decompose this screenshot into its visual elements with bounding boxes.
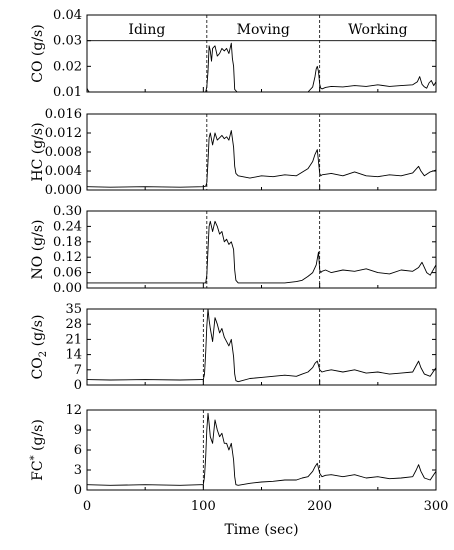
series-line bbox=[87, 220, 437, 284]
y-tick-label: 0.12 bbox=[53, 250, 82, 265]
x-tick-label: 0 bbox=[83, 499, 91, 514]
y-tick-label: 0.01 bbox=[53, 85, 82, 100]
panel-1: 0.01 0.02 0.03 0.04 CO (g/s) Iding Moving Worki… bbox=[30, 8, 437, 100]
phase-label-working: Working bbox=[348, 22, 408, 38]
plot-frame bbox=[86, 210, 437, 289]
y-tick-label: 12 bbox=[65, 403, 82, 418]
y-tick-label: 9 bbox=[74, 423, 82, 438]
series-line bbox=[86, 412, 437, 486]
y-tick-label: 14 bbox=[65, 348, 82, 363]
y-tick-label: 0.016 bbox=[45, 107, 82, 122]
y-tick-label: 0.30 bbox=[53, 204, 82, 219]
y-tick-label: 0.18 bbox=[53, 235, 82, 250]
plot-frame bbox=[86, 113, 437, 191]
panel-5: 0 3 6 9 12 FC* (g/s) 0 100 200 300 Time (sec) bbox=[29, 403, 448, 538]
series-line bbox=[86, 130, 437, 188]
plot-frame bbox=[86, 308, 437, 386]
x-tick-label: 300 bbox=[424, 499, 449, 514]
y-tick-label: 6 bbox=[74, 443, 82, 458]
y-axis-label: FC* (g/s) bbox=[29, 419, 46, 481]
panel-3: 0.000.060.120.180.240.30 NO (g/s) bbox=[30, 204, 437, 296]
y-tick-label: 0.00 bbox=[53, 281, 82, 296]
series-line bbox=[86, 308, 437, 383]
y-tick-label: 0 bbox=[74, 483, 82, 498]
y-tick-label: 28 bbox=[65, 317, 82, 332]
y-tick-label: 7 bbox=[74, 363, 82, 378]
y-tick-label: 0.03 bbox=[53, 34, 82, 49]
y-tick-label: 0.008 bbox=[45, 145, 82, 160]
y-tick-label: 3 bbox=[74, 463, 82, 478]
x-axis-label: Time (sec) bbox=[224, 522, 298, 538]
series-line bbox=[86, 42, 437, 93]
y-axis-label: CO (g/s) bbox=[30, 24, 46, 82]
x-tick-label: 200 bbox=[307, 499, 332, 514]
y-tick-label: 0.004 bbox=[45, 164, 82, 179]
y-tick-label: 0.06 bbox=[53, 266, 82, 281]
phase-label-iding: Iding bbox=[128, 22, 165, 38]
y-axis-label: CO2 (g/s) bbox=[30, 315, 49, 380]
x-tick-label: 100 bbox=[191, 499, 216, 514]
y-tick-label: 0.02 bbox=[53, 59, 82, 74]
y-tick-label: 0.24 bbox=[53, 219, 82, 234]
phase-label-moving: Moving bbox=[237, 22, 290, 38]
y-tick-label: 35 bbox=[65, 302, 82, 317]
y-tick-label: 0.000 bbox=[45, 183, 82, 198]
y-tick-label: 21 bbox=[65, 332, 82, 347]
y-axis-label: HC (g/s) bbox=[30, 122, 46, 181]
y-tick-label: 0.04 bbox=[53, 8, 82, 23]
y-axis-label: NO (g/s) bbox=[30, 220, 46, 280]
y-tick-label: 0.012 bbox=[45, 126, 82, 141]
y-tick-label: 0 bbox=[74, 378, 82, 393]
